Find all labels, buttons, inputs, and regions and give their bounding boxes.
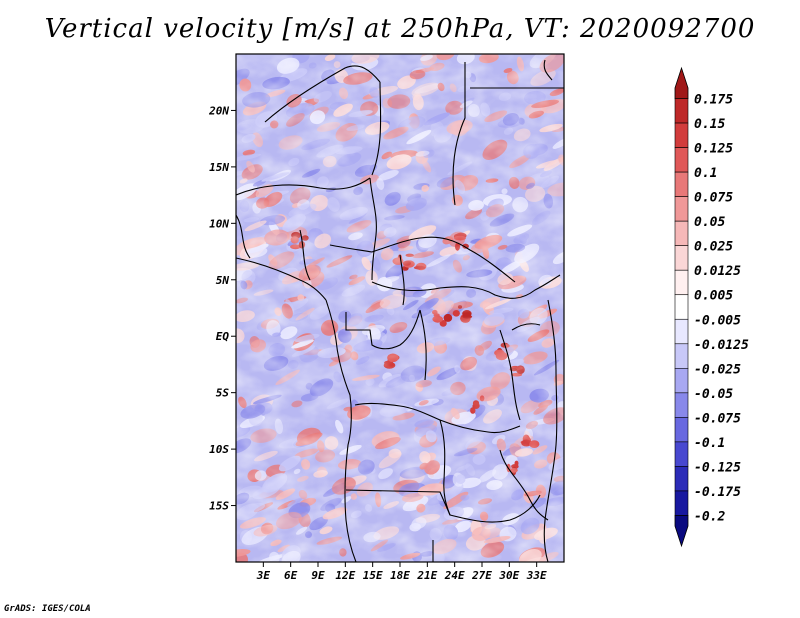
colorbar: 0.175 0.15 0.125 0.1 0.075 0.05 0.025 0.0125 0.0… [674,66,749,548]
coastline-east [543,299,558,562]
lat-tick-label: 10N [209,217,229,230]
border-great-lakes [499,329,521,421]
lon-tick-label: 24E [444,569,465,582]
colorbar-swatch [674,196,689,222]
lon-tick-label: 6E [284,569,298,582]
lat-tick-label: 5N [216,274,230,287]
border-algeria-niger [264,65,381,123]
colorbar-swatch [674,171,689,197]
colorbar-swatch [674,490,689,516]
lon-tick-label: 9E [311,569,325,582]
border-mozambique [499,449,549,521]
chart-title: Vertical velocity [m/s] at 250hPa, VT: 2… [44,14,756,44]
lon-tick-label: 33E [526,569,547,582]
colorbar-swatch [674,441,689,467]
colorbar-label: -0.025 [694,362,741,377]
colorbar-swatch [674,269,689,296]
lon-tick-label: 27E [471,569,492,582]
lon-tick-label: 30E [498,569,519,582]
colorbar-swatch [674,147,689,173]
colorbar-swatch [674,417,689,443]
border-uganda-kenya [511,323,541,331]
lon-tick-label: 21E [416,569,437,582]
coastline-west [325,299,357,562]
colorbar-label: -0.175 [694,485,741,500]
lat-tick-label: 5S [216,387,230,400]
lon-tick-label: 3E [256,569,271,582]
lat-tick-label: 15N [209,161,229,174]
colorbar-swatch [674,245,689,271]
colorbar-swatch [674,515,689,548]
colorbar-label: -0.1 [694,436,725,451]
country-borders [236,59,564,562]
border-car-north [371,236,516,283]
colorbar-label: 0.125 [694,142,733,157]
colorbar-swatch [674,368,689,394]
colorbar-label: -0.0125 [694,338,749,353]
colorbar-swatch [674,343,689,369]
border-car-south [371,274,561,299]
colorbar-swatch [674,220,689,246]
border-nigeria-chad [329,244,373,253]
lon-tick-label: 15E [363,569,383,582]
colorbar-label: 0.1 [694,166,717,181]
colorbar-swatch [674,66,689,99]
colorbar-swatch [674,392,689,418]
colorbar-swatch [674,122,689,148]
lon-tick-label: 18E [390,569,410,582]
border-car-west [399,254,405,306]
coastline-gulf-guinea [236,257,327,301]
colorbar-label: -0.005 [694,313,741,328]
lat-tick-label: 20N [208,104,229,117]
border-chad-cameroon [369,177,377,281]
border-niger-chad [371,81,382,176]
colorbar-label: 0.05 [694,215,725,230]
border-drc-zambia [439,419,521,434]
lat-tick-label: EQ [216,330,230,343]
border-nigeria-cameroon [299,229,311,281]
colorbar-label: 0.025 [694,240,733,255]
coastline-northeast [543,59,553,81]
field-texture [236,54,564,562]
colorbar-label: -0.05 [694,387,733,402]
lon-tick-label: 12E [335,569,355,582]
colorbar-swatch [674,466,689,492]
border-libya-sudan [452,62,466,206]
longitude-axis: 3E 6E 9E 12E 15E 18E 21E 24E 27E 30E 33E [256,562,547,582]
colorbar-swatch [674,318,689,345]
colorbar-label: 0.15 [694,117,725,132]
colorbar-label: -0.075 [694,411,741,426]
colorbar-label: 0.075 [694,191,733,206]
colorbar-swatch [674,98,689,124]
border-sahel-1 [236,177,371,196]
velocity-field [236,54,564,562]
colorbar-label: 0.005 [694,289,733,304]
colorbar-label: -0.125 [694,460,741,475]
colorbar-label: 0.175 [694,93,733,108]
border-drc-inner [419,309,427,381]
lat-tick-label: 15S [209,500,229,513]
border-west-africa [236,214,251,259]
colorbar-label: 0.0125 [694,264,741,279]
colorbar-label: -0.2 [694,509,725,524]
grads-credit: GrADS: IGES/COLA [4,604,91,614]
colorbar-swatch [674,294,689,320]
border-congo [345,309,421,350]
latitude-axis: 20N 15N 10N 5N EQ 5S 10S 15S [208,104,236,513]
lat-tick-label: 10S [209,443,229,456]
